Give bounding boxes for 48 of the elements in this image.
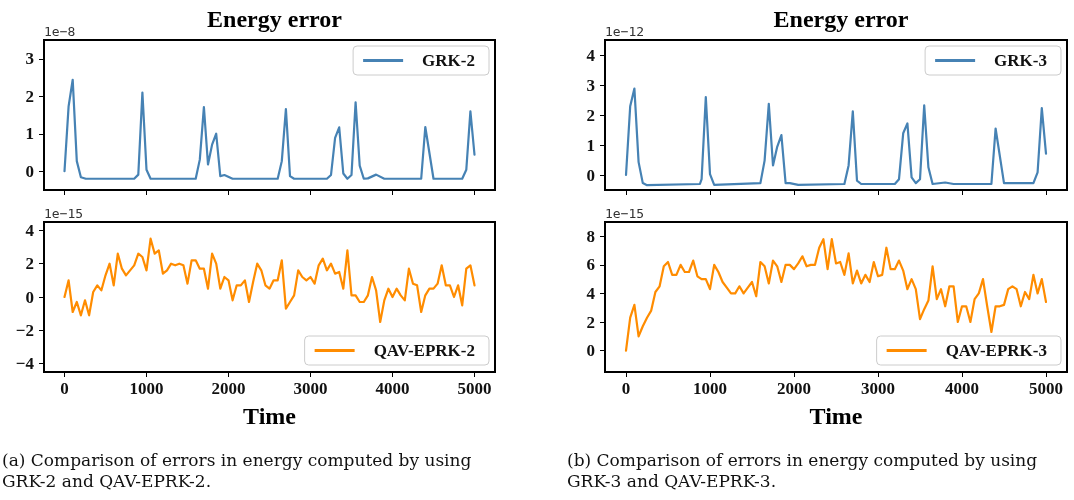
y-tick-label: 0 xyxy=(25,161,34,181)
legend-label: QAV-EPRK-3 xyxy=(945,341,1048,360)
chart-title: Energy error xyxy=(773,6,909,32)
y-tick-label: −4 xyxy=(15,354,35,374)
y-tick-label: 2 xyxy=(586,312,595,332)
x-tick-label: 0 xyxy=(60,379,69,398)
x-tick-label: 4000 xyxy=(375,379,410,398)
x-axis-title: Time xyxy=(809,403,863,429)
y-tick-label: 4 xyxy=(586,45,596,65)
text: 1e−12 xyxy=(605,24,645,39)
y-tick-label: 8 xyxy=(586,226,595,246)
y-tick-label: 4 xyxy=(586,283,596,303)
chart-title: Energy error xyxy=(207,6,343,32)
line-series xyxy=(624,87,1048,187)
text: 1e−15 xyxy=(44,206,84,221)
y-tick-label: −2 xyxy=(15,320,34,340)
y-tick-label: 6 xyxy=(586,255,595,275)
y-tick-label: 0 xyxy=(586,341,595,361)
legend-label: GRK-3 xyxy=(994,51,1048,70)
y-tick-label: 0 xyxy=(586,165,595,185)
legend-label: GRK-2 xyxy=(422,51,476,70)
x-tick-label: 5000 xyxy=(457,379,492,398)
x-tick-label: 3000 xyxy=(293,379,328,398)
y-tick-label: 2 xyxy=(25,254,34,274)
text: 1e−15 xyxy=(605,206,645,221)
x-tick-label: 2000 xyxy=(211,379,246,398)
x-axis-title: Time xyxy=(243,403,297,429)
y-tick-label: 1 xyxy=(586,135,595,155)
text: (b) Comparison of errors in energy computed by using GRK-3 and QAV-EPRK-3. xyxy=(567,450,1039,492)
y-tick-label: 0 xyxy=(25,287,34,307)
x-tick-label: 4000 xyxy=(945,379,979,398)
x-tick-label: 3000 xyxy=(861,379,895,398)
x-tick-label: 2000 xyxy=(777,379,811,398)
y-tick-label: 2 xyxy=(25,86,34,106)
x-tick-label: 1000 xyxy=(129,379,164,398)
y-tick-label: 3 xyxy=(586,75,595,95)
text: 1e−8 xyxy=(44,24,76,39)
y-tick-label: 1 xyxy=(25,124,34,144)
x-tick-label: 5000 xyxy=(1029,379,1063,398)
line-series xyxy=(63,237,476,324)
x-tick-label: 1000 xyxy=(693,379,727,398)
x-tick-label: 0 xyxy=(621,379,631,398)
legend-label: QAV-EPRK-2 xyxy=(373,341,476,360)
text: (a) Comparison of errors in energy computed by using GRK-2 and QAV-EPRK-2. xyxy=(2,450,473,492)
line-series xyxy=(63,78,476,180)
y-tick-label: 2 xyxy=(586,105,595,125)
y-tick-label: 3 xyxy=(25,49,34,69)
y-tick-label: 4 xyxy=(25,220,35,240)
